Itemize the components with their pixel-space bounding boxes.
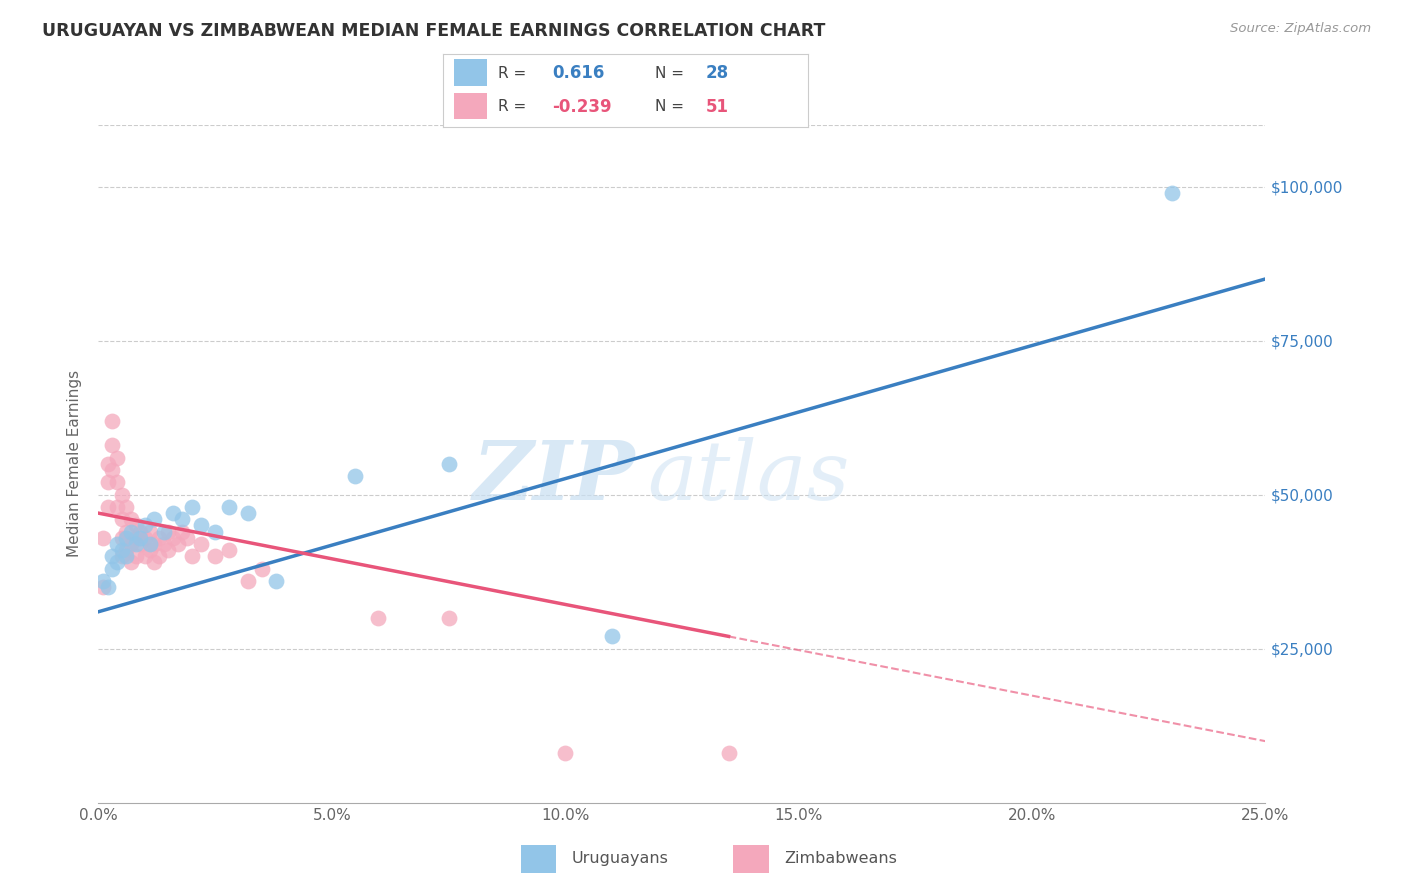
Point [120,512,142,526]
Point [125,518,148,533]
Y-axis label: Median Female Earnings: Median Female Earnings [67,370,83,558]
Point [129,531,152,545]
Point [1161,186,1184,200]
Point [111,512,134,526]
Point [152,524,174,539]
Point [105,475,128,490]
Point [111,488,134,502]
Point [218,543,240,558]
Point [91,574,114,588]
Point [139,537,162,551]
Text: N =: N = [655,99,683,114]
Point [166,537,188,551]
Point [120,556,142,570]
Point [91,531,114,545]
Point [139,543,162,558]
Text: N =: N = [655,66,683,81]
Point [148,549,170,564]
Point [97,475,120,490]
Point [115,524,138,539]
Point [180,500,202,514]
Point [129,537,152,551]
Text: R =: R = [498,99,526,114]
Point [101,414,124,428]
Point [115,500,138,514]
Point [120,537,142,551]
Point [115,549,138,564]
Point [236,506,259,520]
Point [190,537,212,551]
Point [437,457,460,471]
Text: 28: 28 [706,64,730,82]
Point [97,500,120,514]
Point [250,561,273,575]
Point [101,561,124,575]
Point [176,531,198,545]
Point [97,580,120,594]
Bar [454,60,486,86]
Point [91,580,114,594]
Point [554,747,576,761]
Point [134,531,156,545]
Bar [520,845,557,872]
Text: -0.239: -0.239 [553,98,612,116]
Text: Uruguayans: Uruguayans [571,851,668,866]
Point [157,524,180,539]
Text: 51: 51 [706,98,730,116]
Point [105,556,128,570]
Point [139,524,162,539]
Point [143,512,166,526]
Text: 0.616: 0.616 [553,64,605,82]
Point [162,506,184,520]
Text: URUGUAYAN VS ZIMBABWEAN MEDIAN FEMALE EARNINGS CORRELATION CHART: URUGUAYAN VS ZIMBABWEAN MEDIAN FEMALE EA… [42,22,825,40]
Point [190,518,212,533]
Point [157,543,180,558]
Point [129,524,152,539]
Point [111,549,134,564]
Point [152,537,174,551]
Point [367,611,389,625]
Point [172,524,194,539]
Point [204,549,226,564]
Point [115,531,138,545]
Point [134,518,156,533]
Point [600,629,623,643]
Point [148,531,170,545]
Point [105,450,128,465]
Point [264,574,287,588]
Point [111,531,134,545]
Text: Zimbabweans: Zimbabweans [785,851,897,866]
Point [236,574,259,588]
Point [180,549,202,564]
Point [101,438,124,452]
Point [115,543,138,558]
Point [717,747,740,761]
Bar [734,845,769,872]
Point [120,524,142,539]
Point [344,469,367,483]
Text: Source: ZipAtlas.com: Source: ZipAtlas.com [1230,22,1371,36]
Point [134,549,156,564]
Point [204,524,226,539]
Point [125,537,148,551]
Point [101,463,124,477]
Point [105,500,128,514]
Point [125,531,148,545]
Point [172,512,194,526]
Point [125,549,148,564]
Point [101,549,124,564]
Point [143,556,166,570]
Text: atlas: atlas [647,437,849,517]
Text: R =: R = [498,66,526,81]
Point [97,457,120,471]
Point [162,531,184,545]
Point [143,537,166,551]
Point [105,537,128,551]
Point [437,611,460,625]
Bar [454,93,486,120]
Point [111,543,134,558]
Point [218,500,240,514]
Text: ZIP: ZIP [472,437,636,517]
